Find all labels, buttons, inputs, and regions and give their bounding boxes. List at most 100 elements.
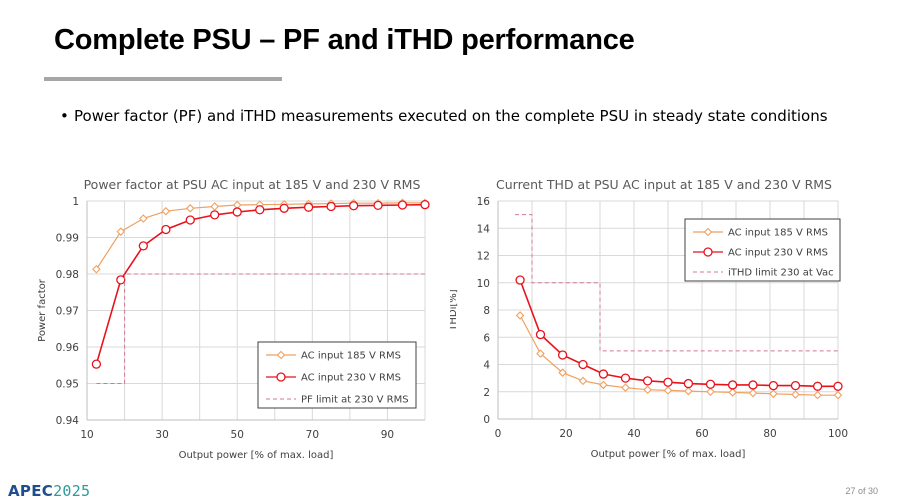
x-axis-label: Output power [% of max. load] bbox=[591, 449, 746, 460]
data-point-230v bbox=[91, 359, 102, 369]
legend-entry: AC input 185 V RMS bbox=[301, 351, 401, 362]
y-tick-label: 0.94 bbox=[56, 415, 80, 427]
chart-title: Power factor at PSU AC input at 185 V an… bbox=[84, 177, 421, 192]
bullet-item: • Power factor (PF) and iTHD measurements… bbox=[60, 107, 828, 125]
data-point-185v bbox=[833, 390, 843, 400]
limit-line bbox=[96, 273, 425, 384]
data-point-230v bbox=[705, 379, 716, 389]
bullet-text: Power factor (PF) and iTHD measurements … bbox=[74, 107, 828, 125]
data-point-230v bbox=[620, 373, 631, 383]
logo-year: 2025 bbox=[53, 482, 91, 500]
data-point-185v bbox=[728, 388, 737, 397]
y-tick-label: 14 bbox=[477, 223, 491, 235]
legend-diamond-marker bbox=[703, 227, 713, 237]
x-tick-label: 20 bbox=[559, 428, 572, 440]
data-point-230v bbox=[232, 207, 242, 217]
data-point-230v bbox=[790, 380, 801, 391]
data-point-230v bbox=[683, 378, 694, 389]
legend-entry: AC input 230 V RMS bbox=[728, 248, 828, 259]
y-tick-label: 2 bbox=[483, 387, 490, 399]
legend-entry: AC input 185 V RMS bbox=[728, 228, 828, 239]
data-point-230v bbox=[138, 241, 148, 251]
y-tick-label: 12 bbox=[477, 251, 490, 263]
x-tick-label: 70 bbox=[306, 429, 319, 441]
data-point-185v bbox=[92, 264, 101, 274]
series-line bbox=[95, 203, 426, 365]
slide-title: Complete PSU – PF and iTHD performance bbox=[54, 24, 635, 56]
x-tick-label: 100 bbox=[828, 428, 848, 440]
y-tick-label: 0.96 bbox=[56, 342, 80, 354]
data-point-185v bbox=[769, 389, 778, 399]
y-tick-label: 6 bbox=[483, 332, 490, 344]
y-axis-label: Power factor bbox=[37, 278, 48, 342]
y-tick-label: 1 bbox=[72, 196, 79, 208]
x-tick-label: 10 bbox=[80, 429, 93, 441]
data-point-230v bbox=[373, 200, 383, 211]
data-point-185v bbox=[663, 386, 673, 395]
data-point-230v bbox=[578, 359, 588, 370]
data-point-230v bbox=[727, 380, 738, 390]
y-tick-label: 16 bbox=[477, 196, 491, 208]
x-tick-label: 40 bbox=[627, 428, 640, 440]
series-line bbox=[519, 315, 838, 396]
data-point-230v bbox=[185, 215, 195, 225]
x-axis-label: Output power [% of max. load] bbox=[179, 450, 334, 461]
apec-logo: APEC2025 bbox=[8, 482, 91, 500]
data-point-185v bbox=[791, 390, 800, 399]
x-tick-label: 0 bbox=[495, 428, 502, 440]
page-number: 27 of 30 bbox=[845, 486, 878, 496]
data-point-185v bbox=[706, 387, 715, 397]
data-point-230v bbox=[535, 329, 546, 340]
data-point-185v bbox=[599, 380, 608, 390]
data-point-230v bbox=[598, 369, 609, 379]
data-point-185v bbox=[161, 206, 171, 216]
y-tick-label: 0 bbox=[483, 414, 490, 426]
data-point-185v bbox=[536, 349, 545, 358]
current-thd-chart: Current THD at PSU AC input at 185 V and… bbox=[450, 177, 848, 460]
data-point-185v bbox=[558, 368, 567, 377]
data-point-185v bbox=[515, 311, 525, 320]
data-point-185v bbox=[813, 390, 822, 400]
y-tick-label: 0.98 bbox=[56, 269, 79, 281]
data-point-185v bbox=[185, 204, 195, 213]
legend-entry: iTHD limit 230 at Vac bbox=[728, 268, 834, 279]
legend-circle-marker bbox=[276, 372, 286, 382]
data-point-230v bbox=[303, 202, 314, 212]
data-point-230v bbox=[210, 210, 220, 220]
data-point-185v bbox=[748, 388, 758, 398]
logo-prefix: APEC bbox=[8, 482, 54, 500]
data-point-185v bbox=[578, 376, 588, 386]
x-tick-label: 80 bbox=[763, 428, 776, 440]
limit-line bbox=[515, 214, 838, 352]
y-tick-label: 0.97 bbox=[56, 306, 79, 318]
data-point-230v bbox=[768, 380, 779, 391]
data-point-230v bbox=[833, 381, 843, 391]
data-point-230v bbox=[420, 200, 430, 210]
bullet-dot-icon: • bbox=[60, 107, 69, 125]
x-tick-label: 50 bbox=[231, 429, 244, 441]
data-point-230v bbox=[326, 201, 336, 212]
data-point-230v bbox=[812, 381, 823, 391]
x-tick-label: 30 bbox=[155, 429, 168, 441]
y-tick-label: 10 bbox=[477, 278, 490, 290]
data-point-230v bbox=[515, 275, 525, 285]
data-point-185v bbox=[210, 202, 219, 211]
series-line bbox=[519, 279, 838, 388]
data-point-230v bbox=[663, 377, 673, 387]
legend-diamond-marker bbox=[276, 350, 286, 360]
y-tick-label: 0.99 bbox=[56, 233, 79, 245]
chart-legend: AC input 185 V RMS AC input 230 V RMS PF l… bbox=[257, 341, 417, 409]
chart-title: Current THD at PSU AC input at 185 V and… bbox=[496, 177, 832, 192]
data-point-230v bbox=[642, 376, 653, 386]
data-point-185v bbox=[116, 227, 126, 236]
data-point-230v bbox=[161, 224, 171, 235]
legend-entry: PF limit at 230 V RMS bbox=[301, 395, 409, 406]
data-point-230v bbox=[748, 380, 758, 390]
data-point-230v bbox=[279, 203, 289, 213]
y-tick-label: 4 bbox=[483, 360, 490, 372]
x-tick-label: 60 bbox=[695, 428, 708, 440]
x-tick-label: 90 bbox=[381, 429, 394, 441]
data-point-230v bbox=[116, 275, 126, 285]
chart-legend: AC input 185 V RMS AC input 230 V RMS iTHD… bbox=[684, 218, 841, 282]
data-point-185v bbox=[684, 386, 693, 396]
